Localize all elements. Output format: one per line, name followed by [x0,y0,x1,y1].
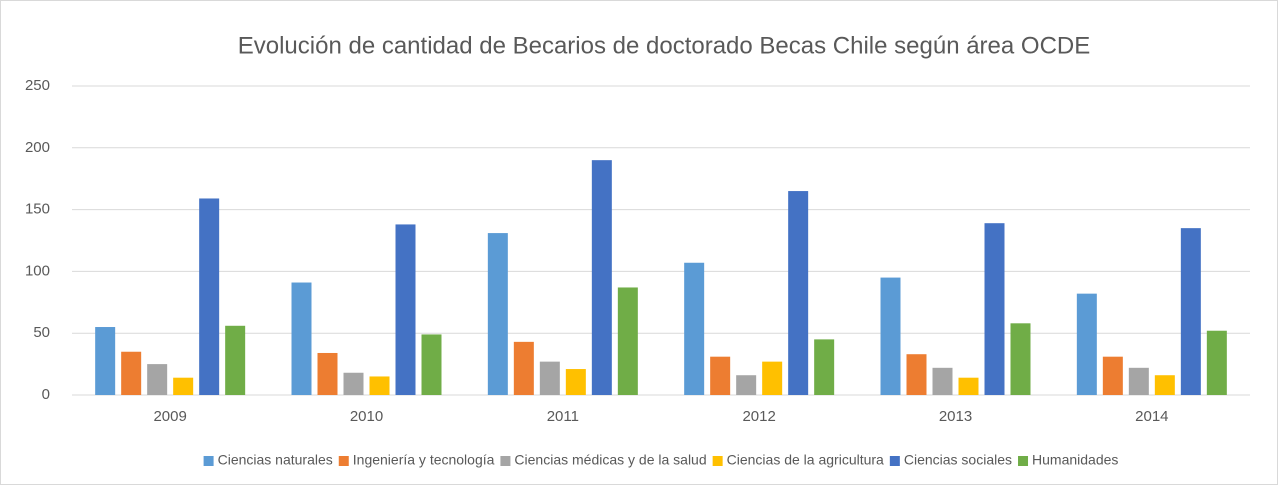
legend-swatch [500,456,511,466]
bar [539,361,560,395]
bar [291,282,312,395]
bar [1154,375,1175,395]
legend-label: Ciencias médicas y de la salud [514,452,706,468]
bar [788,191,809,395]
y-tick-label: 0 [42,386,50,403]
chart-title: Evolución de cantidad de Becarios de doc… [238,32,1091,59]
bar [880,277,901,395]
y-tick-label: 50 [33,324,50,341]
bar [984,223,1005,395]
bar [121,351,142,395]
bar [369,376,390,395]
bar [1010,323,1031,395]
y-tick-label: 100 [25,262,50,279]
bar [617,287,638,395]
bar [421,334,442,395]
x-tick-label: 2011 [547,408,579,425]
bar [736,375,757,395]
bar [932,367,953,395]
legend-label: Humanidades [1032,452,1118,468]
bar [814,339,835,395]
legend-swatch [712,456,723,466]
bar [1128,367,1149,395]
bar [906,354,927,395]
x-tick-label: 2009 [153,408,186,425]
bar [684,262,705,395]
bar [1206,330,1227,395]
bar [958,377,979,395]
bar [173,377,194,395]
bar [1102,356,1123,395]
bar [343,372,364,395]
bar [487,233,508,395]
bar [591,160,612,395]
bar [225,325,246,395]
bar [565,369,586,395]
legend-swatch [203,456,214,466]
bar [317,352,338,395]
legend-swatch [889,456,900,466]
x-tick-label: 2014 [1135,408,1168,425]
bar [199,198,220,395]
y-tick-label: 150 [25,201,50,218]
legend-swatch [338,456,349,466]
y-tick-label: 250 [25,77,50,94]
bar [95,327,116,395]
legend-swatch [1018,456,1029,466]
bar [710,356,731,395]
bar [1076,293,1097,395]
x-tick-label: 2012 [742,408,775,425]
x-tick-label: 2013 [939,408,972,425]
legend-label: Ingeniería y tecnología [353,452,495,468]
x-tick-label: 2010 [350,408,383,425]
bar [147,364,168,395]
legend-label: Ciencias sociales [904,452,1012,468]
legend-label: Ciencias de la agricultura [727,452,884,468]
bar [513,341,534,395]
y-tick-label: 200 [25,139,50,156]
bar [1180,228,1201,395]
legend-label: Ciencias naturales [218,452,333,468]
bar [762,361,783,395]
bar [395,224,416,395]
